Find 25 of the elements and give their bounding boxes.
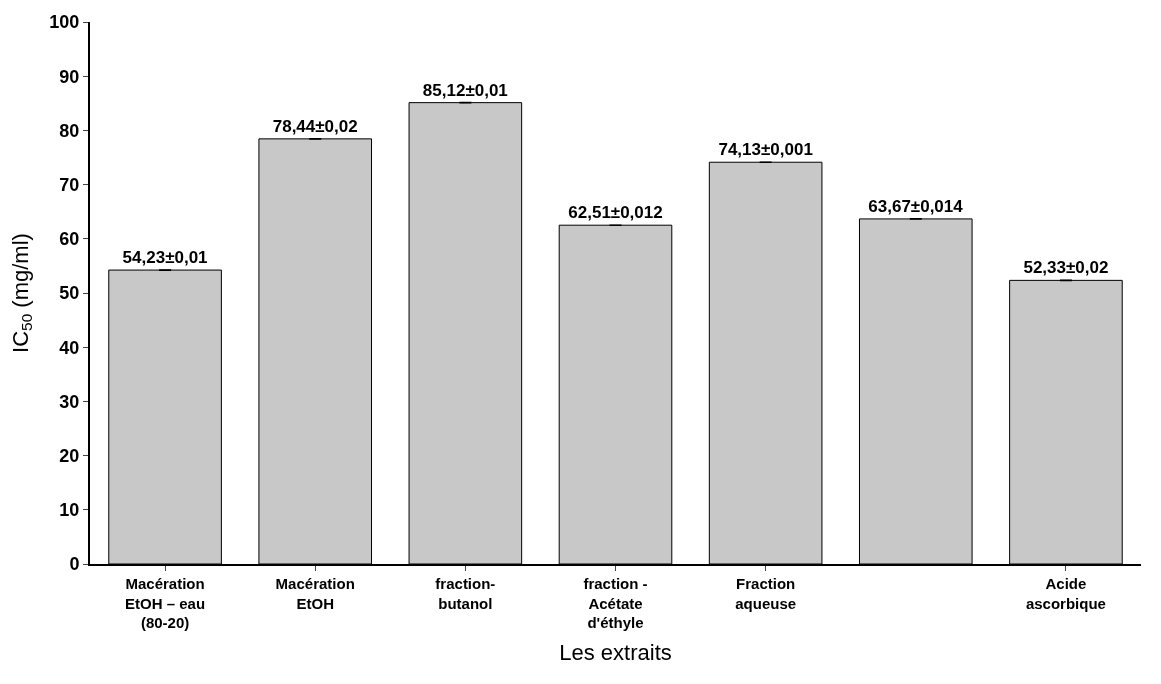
x-tick-label: Fraction aqueuse	[735, 575, 797, 612]
y-tick-label: 90	[59, 66, 80, 87]
x-tick-label: Macération EtOH – eau (80-20)	[125, 575, 206, 631]
x-tick-label: Macération EtOH	[275, 575, 355, 612]
data-label: 63,67±0,014	[868, 196, 964, 216]
x-tick-label: Acide ascorbique	[1025, 575, 1106, 612]
y-tick-label: 80	[59, 120, 80, 141]
y-tick-label: 100	[49, 12, 80, 33]
y-tick-label: 40	[59, 337, 80, 358]
y-tick-label: 10	[59, 500, 80, 521]
data-label: 52,33±0,02	[1023, 258, 1109, 278]
y-tick-label: 70	[59, 174, 80, 195]
data-label: 62,51±0,012	[568, 203, 663, 223]
y-tick-label: 30	[59, 391, 80, 412]
x-tick-label: fraction - Acétate d'éthyle	[583, 575, 648, 631]
y-tick-label: 0	[69, 554, 80, 575]
data-label: 54,23±0,01	[122, 248, 208, 268]
x-axis-title: Les extraits	[559, 640, 672, 666]
y-tick-label: 60	[59, 229, 80, 250]
data-label: 85,12±0,01	[422, 80, 508, 100]
y-tick-label: 20	[59, 445, 80, 466]
x-tick-label: fraction- butanol	[435, 575, 496, 612]
y-tick-label: 50	[59, 283, 80, 304]
data-label: 78,44±0,02	[272, 116, 358, 136]
data-label: 74,13±0,001	[718, 140, 813, 160]
